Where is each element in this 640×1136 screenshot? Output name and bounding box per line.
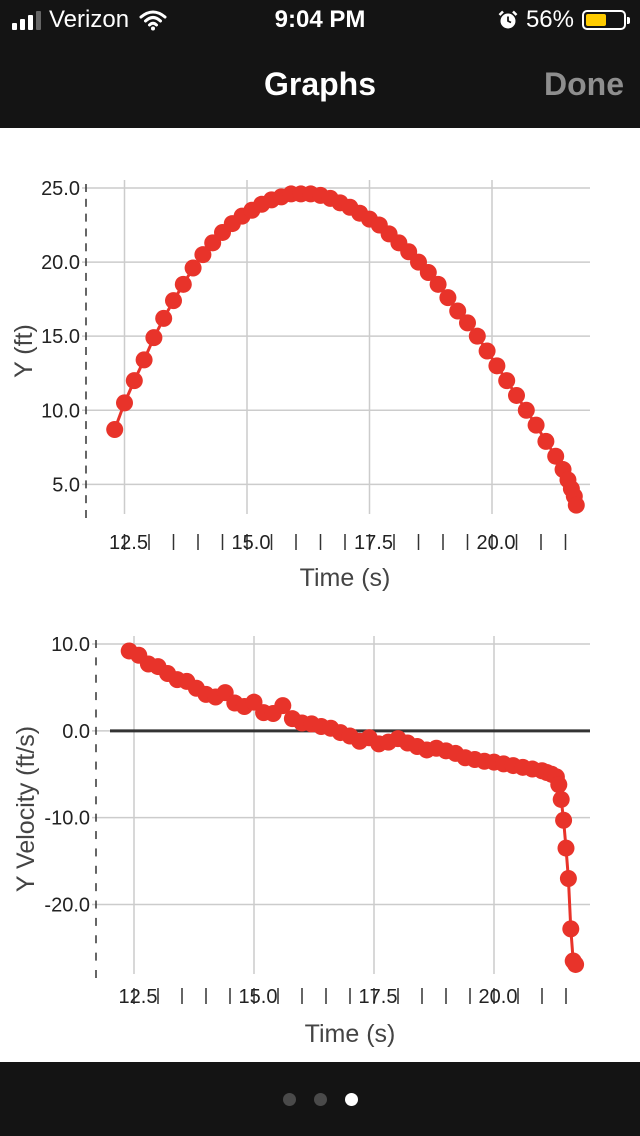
y-tick-label: 10.0 (41, 400, 80, 422)
y-tick-label: 0.0 (62, 721, 90, 743)
data-point (567, 955, 585, 973)
data-point (459, 314, 476, 332)
data-point (165, 292, 182, 310)
y-velocity-chart: 10.0 0.0 -10.0 -20.0 12.5 15.0 17.5 20.0 Time (s… (12, 634, 590, 1048)
data-point (550, 776, 568, 794)
y-tick-label: -20.0 (44, 895, 90, 917)
alarm-icon (498, 10, 518, 29)
x-axis-label: Time (s) (305, 1020, 396, 1048)
x-tick-label: 12.5 (109, 532, 148, 554)
page-dot[interactable] (282, 1092, 296, 1106)
x-tick-label: 17.5 (359, 986, 398, 1008)
done-button[interactable]: Done (544, 66, 624, 102)
x-tick-label: 20.0 (479, 986, 518, 1008)
x-tick-label: 15.0 (239, 986, 278, 1008)
data-point (439, 289, 457, 307)
data-point (274, 697, 292, 715)
y-axis-label: Y (ft) (10, 324, 38, 378)
data-point (488, 357, 506, 375)
data-point (155, 309, 173, 327)
data-point (562, 920, 580, 938)
data-point (559, 869, 577, 887)
data-point (174, 275, 192, 293)
page-dot[interactable] (344, 1092, 358, 1106)
x-tick-label: 15.0 (232, 532, 271, 554)
status-time: 9:04 PM (274, 6, 366, 33)
y-axis-label: Y Velocity (ft/s) (12, 726, 40, 892)
data-point (145, 329, 163, 347)
data-point (429, 275, 447, 293)
data-point (135, 351, 153, 369)
x-tick-label: 20.0 (477, 532, 516, 554)
battery-fill (586, 14, 607, 26)
data-point (557, 839, 575, 857)
series-line (128, 649, 577, 966)
battery-icon (582, 10, 630, 30)
carrier-label: Verizon (49, 6, 130, 33)
data-point (184, 259, 202, 277)
status-bar: Verizon 9:04 PM 56% (0, 0, 640, 40)
y-tick-label: 20.0 (41, 252, 80, 274)
wifi-icon (139, 10, 167, 31)
y-tick-label: 5.0 (52, 474, 80, 496)
data-point (468, 327, 486, 345)
x-tick-label: 12.5 (119, 986, 158, 1008)
x-axis-label: Time (s) (300, 564, 391, 592)
data-point (547, 447, 565, 465)
data-point (449, 302, 467, 320)
data-point (194, 246, 212, 264)
data-point (555, 811, 573, 829)
data-point (537, 432, 555, 450)
data-point (125, 372, 143, 390)
page-title: Graphs (263, 66, 377, 102)
status-right: 56% (498, 0, 630, 40)
y-position-chart: 5.0 10.0 15.0 20.0 25.0 12.5 15.0 17.5 20.0 Time … (10, 178, 590, 592)
y-tick-label: -10.0 (44, 808, 90, 830)
y-tick-label: 25.0 (41, 178, 80, 200)
data-point (106, 421, 124, 439)
data-point (567, 496, 585, 514)
data-point (527, 416, 545, 434)
page-dot[interactable] (313, 1092, 327, 1106)
y-tick-label: 10.0 (51, 634, 90, 656)
x-tick-label: 17.5 (354, 532, 393, 554)
navigation-bar: Graphs Done (0, 40, 640, 128)
series-line (113, 192, 578, 506)
battery-percent: 56% (525, 6, 574, 33)
data-point (116, 394, 133, 412)
page-indicator (0, 1062, 640, 1136)
data-point (478, 342, 496, 360)
signal-icon (12, 10, 41, 30)
data-point (552, 790, 570, 808)
data-point (517, 401, 535, 419)
status-left: Verizon (12, 0, 167, 40)
y-tick-label: 15.0 (41, 326, 80, 348)
data-point (508, 386, 525, 404)
data-point (498, 372, 516, 390)
data-point (419, 263, 437, 281)
